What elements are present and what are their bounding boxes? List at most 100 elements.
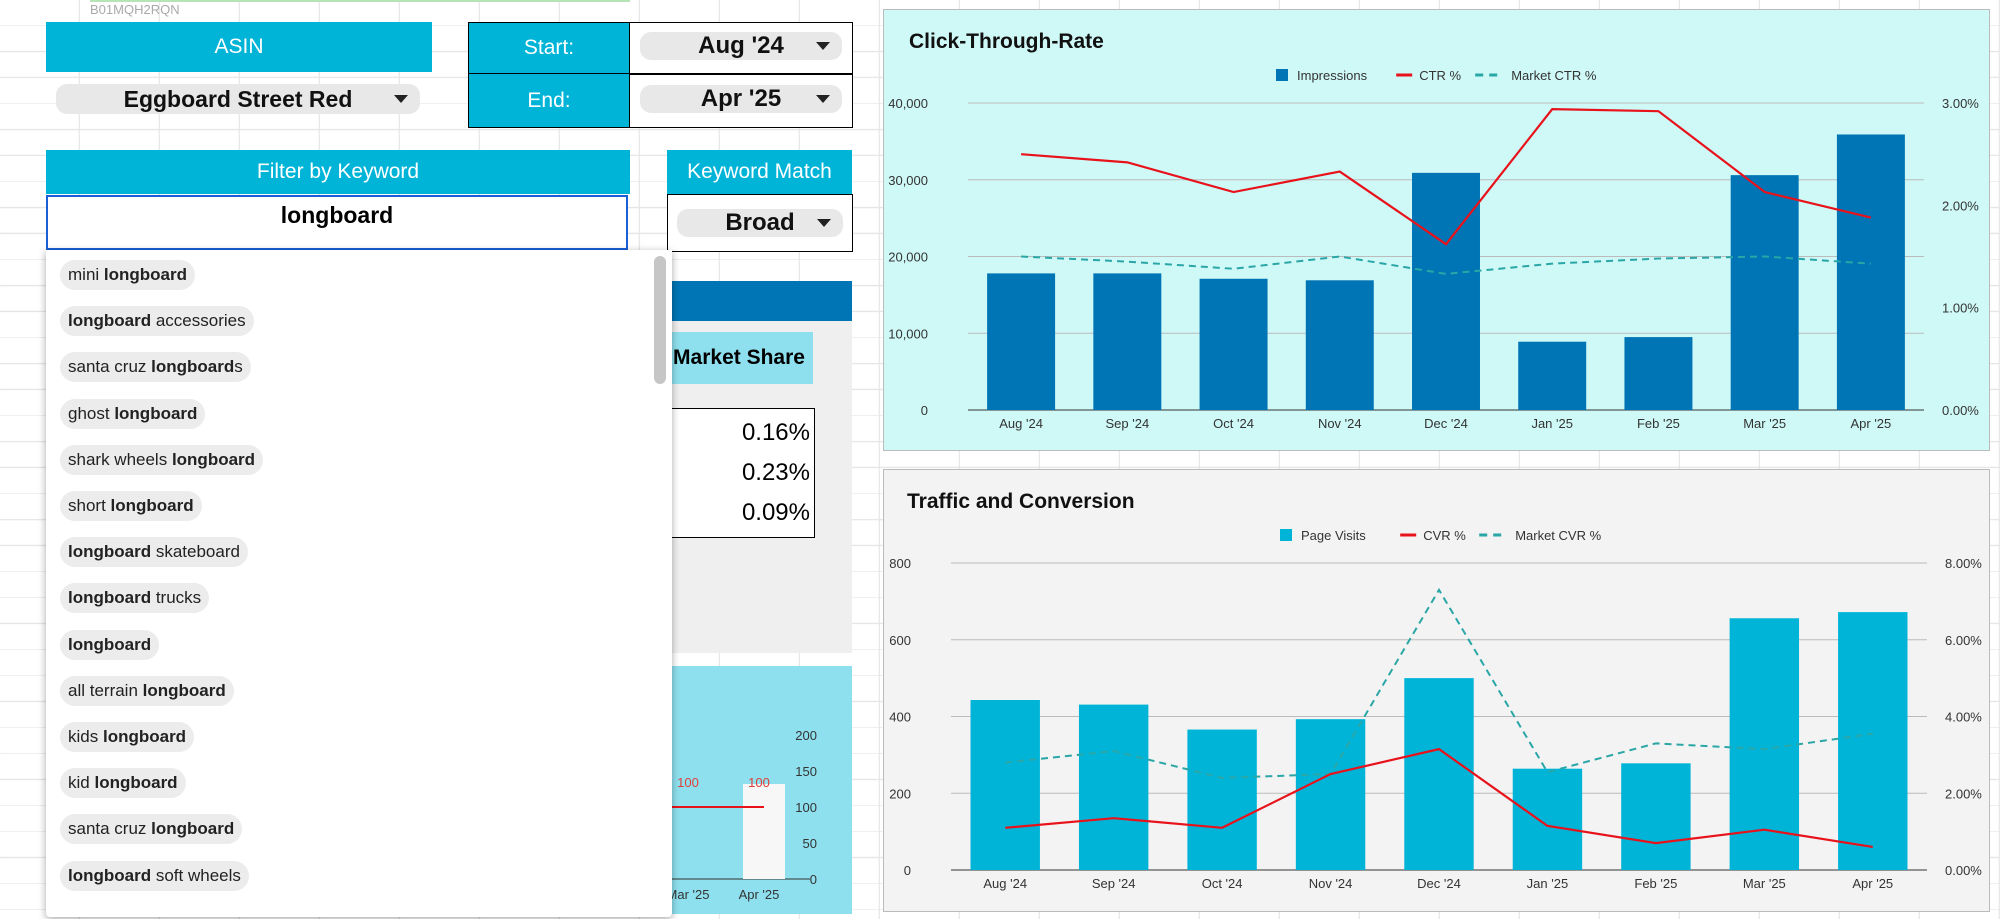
suggestion-keyword: longboard bbox=[103, 265, 188, 284]
suggestion-item[interactable]: longboard soft wheels bbox=[60, 860, 249, 891]
asin-header: ASIN bbox=[46, 22, 432, 72]
suggestion-item[interactable]: longboard accessories bbox=[60, 306, 254, 337]
market-rate-line bbox=[1005, 587, 1873, 779]
suggestion-item[interactable]: santa cruz longboard bbox=[60, 814, 243, 845]
y-tick-label: 40,000 bbox=[888, 96, 928, 111]
end-dropdown-value: Apr '25 bbox=[700, 85, 782, 112]
x-tick-label: Sep '24 bbox=[1105, 416, 1149, 431]
suggestion-keyword: longboard bbox=[68, 542, 152, 562]
match-dropdown-value: Broad bbox=[725, 209, 795, 236]
match-dropdown[interactable]: Broad bbox=[677, 209, 843, 237]
date-divider bbox=[629, 73, 853, 75]
bar bbox=[1295, 719, 1366, 870]
chart-legend: Impressions CTR % Market CTR % bbox=[1276, 68, 1597, 83]
y2-tick-label: 0.00% bbox=[1945, 863, 1982, 878]
filter-header: Filter by Keyword bbox=[46, 150, 630, 194]
bar bbox=[1836, 134, 1905, 410]
y2-tick-label: 6.00% bbox=[1945, 633, 1982, 648]
suggestion-text: all terrain bbox=[68, 680, 143, 700]
suggestion-item[interactable]: santa cruz longboards bbox=[60, 352, 251, 383]
chevron-down-icon bbox=[816, 42, 830, 50]
suggestion-item[interactable]: longboard bbox=[60, 629, 160, 660]
x-tick-label: Mar '25 bbox=[667, 887, 710, 902]
suggestion-text: kid bbox=[68, 773, 95, 793]
bar bbox=[1730, 175, 1799, 410]
suggestion-keyword: longboard bbox=[110, 496, 194, 515]
x-tick-label: Oct '24 bbox=[1202, 876, 1243, 891]
bar bbox=[970, 699, 1040, 870]
bar bbox=[743, 784, 785, 879]
suggestion-keyword: longboard bbox=[94, 773, 178, 793]
suggestion-item[interactable]: longboard skateboard bbox=[60, 537, 248, 568]
suggestion-keyword: longboard bbox=[142, 680, 226, 700]
suggestion-item[interactable]: kids longboard bbox=[60, 722, 195, 752]
suggestion-keyword: longboard bbox=[68, 634, 152, 654]
y-tick-label: 20,000 bbox=[888, 250, 928, 265]
x-tick-label: Jan '25 bbox=[1527, 876, 1569, 891]
ctr-chart: Click-Through-Rate Impressions CTR % Market… bbox=[888, 30, 1979, 431]
suggestion-item[interactable]: ghost longboard bbox=[60, 398, 206, 429]
suggestion-keyword: longboard bbox=[68, 865, 152, 885]
bar bbox=[1512, 768, 1583, 870]
y2-tick-label: 2.00% bbox=[1942, 198, 1979, 213]
suggestion-item[interactable]: longboard trucks bbox=[60, 583, 210, 614]
x-tick-label: Dec '24 bbox=[1424, 416, 1468, 431]
section-header-bar bbox=[660, 281, 852, 321]
suggestion-keyword: longboard bbox=[102, 727, 187, 746]
end-dropdown[interactable]: Apr '25 bbox=[640, 85, 842, 113]
product-dropdown-value: Eggboard Street Red bbox=[123, 85, 353, 112]
bar bbox=[1624, 337, 1693, 410]
x-tick-label: Nov '24 bbox=[1309, 876, 1353, 891]
suggestion-text: kids bbox=[68, 727, 103, 746]
chevron-down-icon bbox=[816, 95, 830, 103]
x-tick-label: Mar '25 bbox=[1743, 416, 1786, 431]
x-tick-label: Mar '25 bbox=[1743, 876, 1786, 891]
suggestion-item[interactable]: all terrain longboard bbox=[60, 675, 234, 706]
y-tick-label: 600 bbox=[889, 633, 911, 648]
suggestion-keyword: longboard bbox=[68, 588, 152, 608]
suggestion-text: shark wheels bbox=[68, 449, 172, 469]
x-tick-label: Aug '24 bbox=[999, 416, 1043, 431]
start-label: Start: bbox=[468, 22, 630, 74]
suggestion-item[interactable]: kid longboard bbox=[60, 768, 186, 799]
chevron-down-icon bbox=[817, 219, 831, 227]
x-tick-label: Feb '25 bbox=[1634, 876, 1677, 891]
suggestion-text: skateboard bbox=[151, 542, 240, 562]
y2-tick-label: 4.00% bbox=[1945, 710, 1982, 725]
product-dropdown[interactable]: Eggboard Street Red bbox=[56, 84, 420, 114]
legend-label: Impressions bbox=[1297, 68, 1368, 83]
x-tick-label: Aug '24 bbox=[983, 876, 1027, 891]
suggestion-item[interactable]: shark wheels longboard bbox=[60, 444, 264, 475]
bar bbox=[1199, 278, 1268, 410]
y2-tick-label: 3.00% bbox=[1942, 96, 1979, 111]
y2-tick-label: 8.00% bbox=[1945, 556, 1982, 571]
bar bbox=[1078, 704, 1149, 870]
x-tick-label: Apr '25 bbox=[1852, 876, 1893, 891]
x-tick-label: Apr '25 bbox=[739, 887, 780, 902]
traffic-chart-panel: Traffic and Conversion Page Visits CVR % Ma… bbox=[883, 469, 1990, 912]
keyword-input-value: longboard bbox=[280, 202, 394, 228]
dropdown-scrollbar[interactable] bbox=[654, 256, 666, 384]
selection-indicator bbox=[90, 0, 630, 2]
suggestion-item[interactable]: short longboard bbox=[60, 491, 202, 521]
traffic-chart: Traffic and Conversion Page Visits CVR % Ma… bbox=[889, 490, 1982, 891]
bar bbox=[1187, 729, 1257, 870]
x-tick-label: Sep '24 bbox=[1092, 876, 1136, 891]
suggestion-keyword: longboard bbox=[151, 357, 235, 377]
legend-label: Market CVR % bbox=[1515, 528, 1601, 543]
start-dropdown-value: Aug '24 bbox=[698, 32, 784, 59]
chart-title: Click-Through-Rate bbox=[909, 30, 1104, 53]
market-rate-line bbox=[1021, 255, 1871, 275]
suggestion-text: santa cruz bbox=[68, 357, 152, 377]
y-tick-label: 50 bbox=[803, 836, 817, 851]
keyword-input[interactable]: longboard bbox=[46, 195, 628, 250]
x-tick-label: Apr '25 bbox=[1850, 416, 1891, 431]
market-share-header: Market Share bbox=[665, 332, 813, 384]
start-dropdown[interactable]: Aug '24 bbox=[640, 32, 842, 60]
suggestion-item[interactable]: mini longboard bbox=[60, 260, 196, 290]
bar bbox=[1729, 618, 1800, 870]
rate-line bbox=[1021, 108, 1872, 246]
suggestion-keyword: longboard bbox=[114, 403, 198, 423]
data-label: 100 bbox=[748, 775, 770, 790]
legend-label: Market CTR % bbox=[1511, 68, 1597, 83]
